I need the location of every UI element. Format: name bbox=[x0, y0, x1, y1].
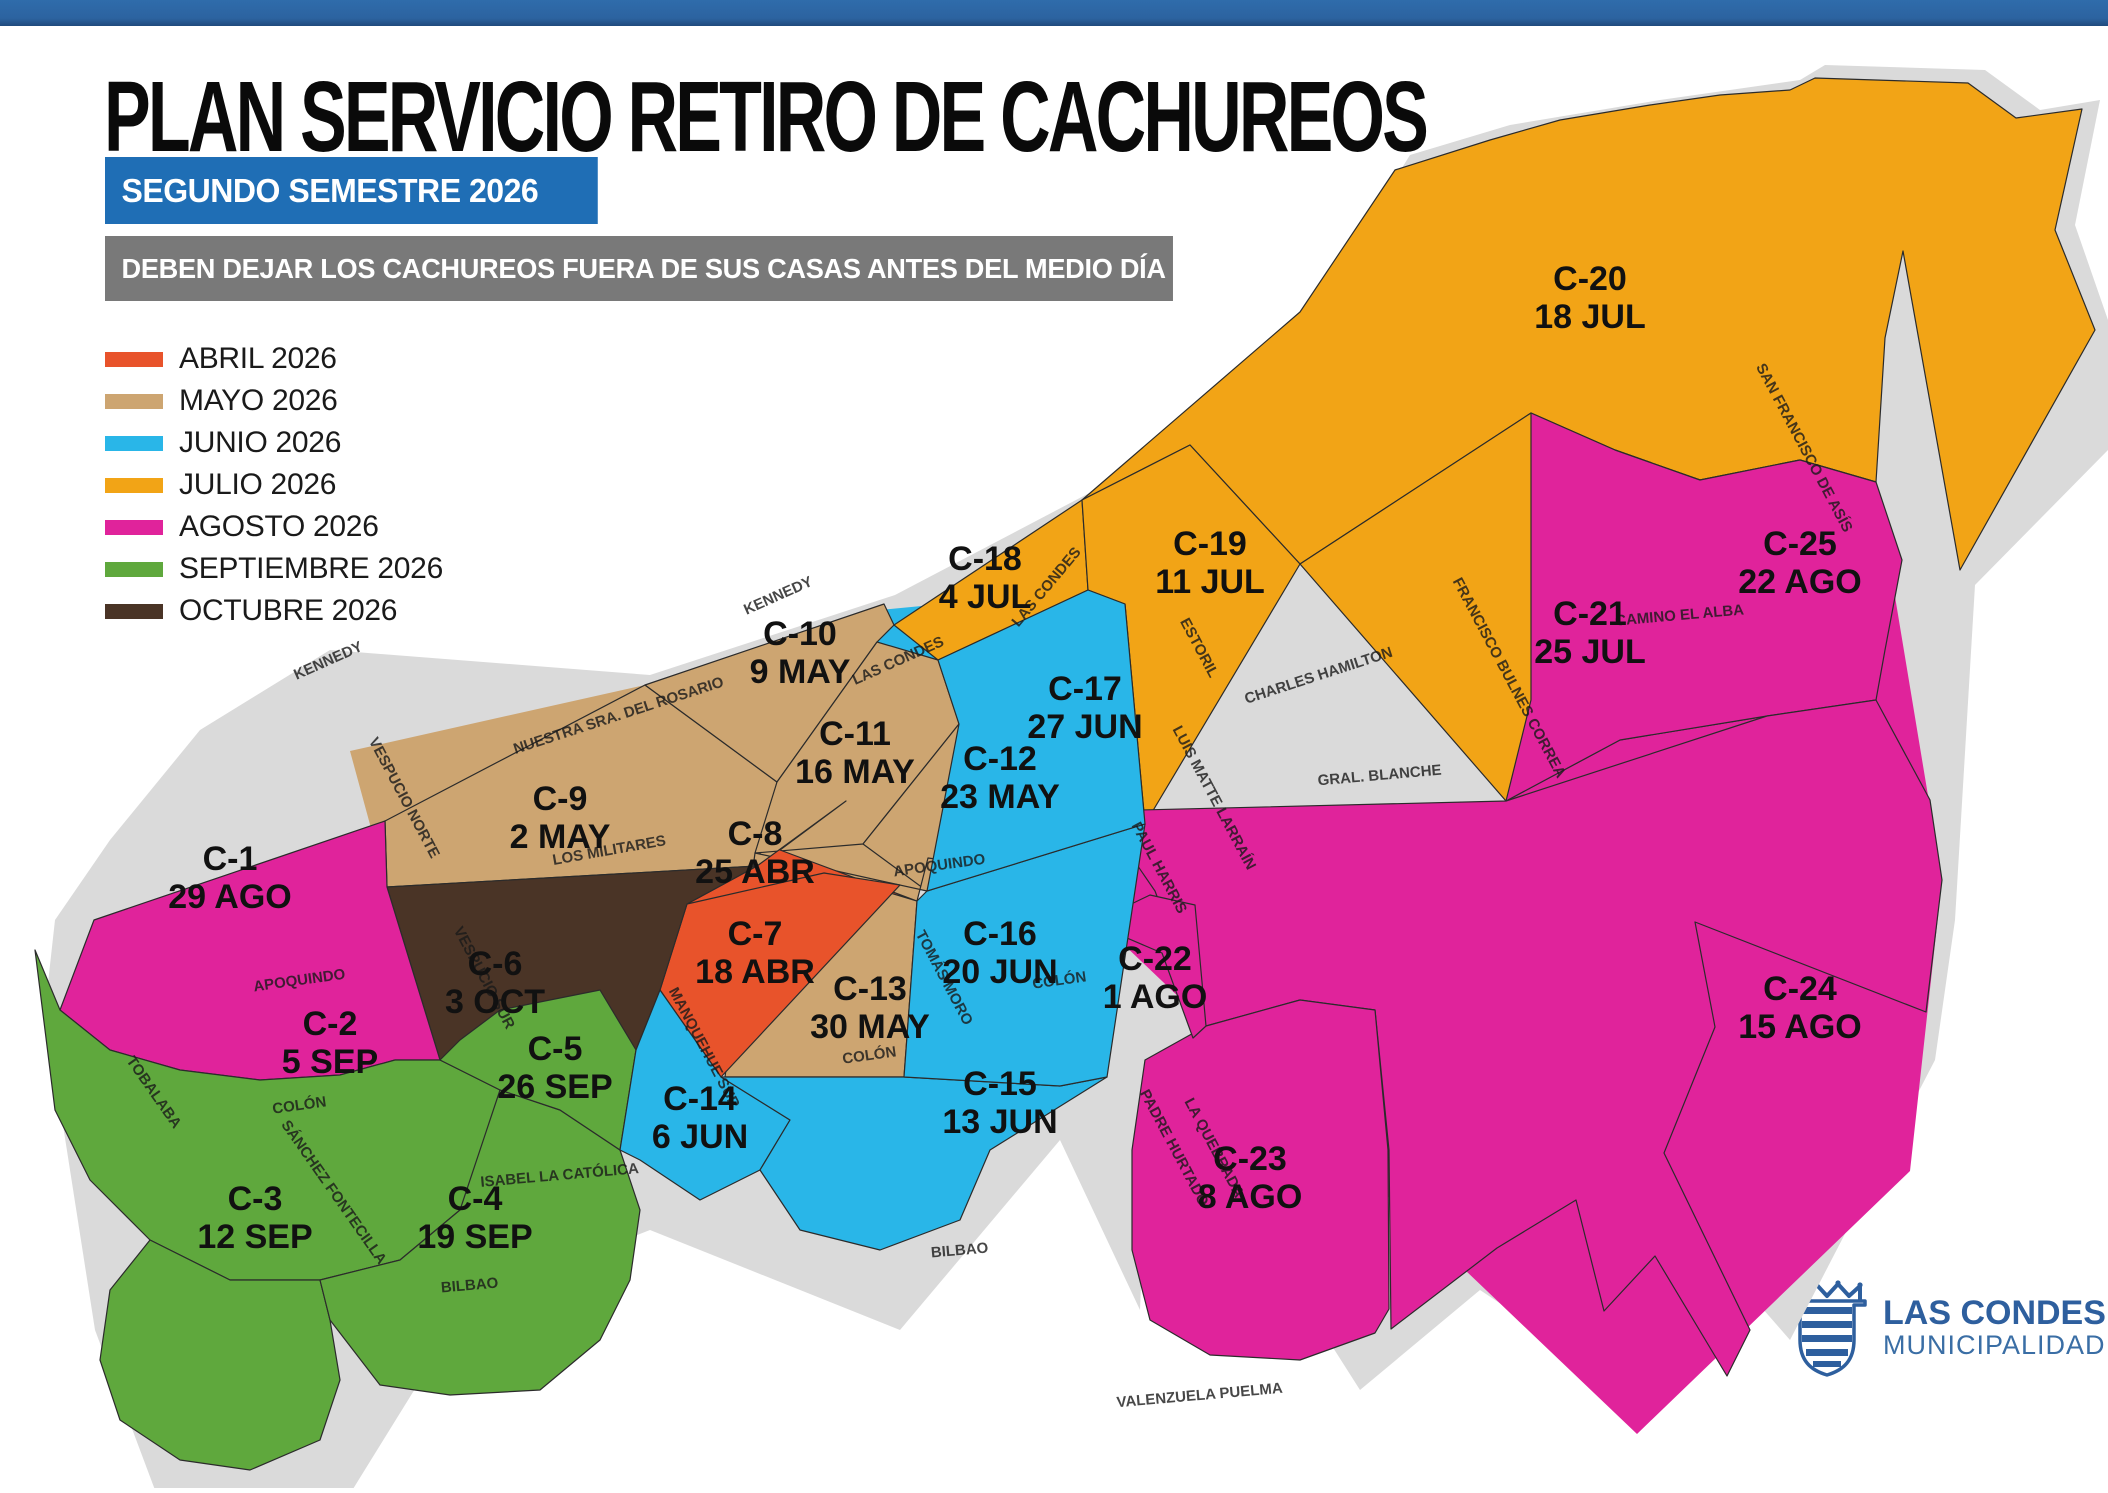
svg-text:6 JUN: 6 JUN bbox=[652, 1118, 748, 1156]
svg-text:C-16: C-16 bbox=[963, 915, 1037, 953]
svg-text:C-19: C-19 bbox=[1173, 525, 1247, 563]
svg-text:1 AGO: 1 AGO bbox=[1103, 978, 1208, 1016]
svg-text:25 ABR: 25 ABR bbox=[695, 853, 815, 891]
svg-text:C-22: C-22 bbox=[1118, 940, 1192, 978]
svg-text:15 AGO: 15 AGO bbox=[1738, 1008, 1861, 1046]
svg-text:3 OCT: 3 OCT bbox=[445, 983, 545, 1021]
svg-text:C-6: C-6 bbox=[468, 945, 523, 983]
svg-text:C-20: C-20 bbox=[1553, 260, 1627, 298]
svg-text:27 JUN: 27 JUN bbox=[1027, 708, 1142, 746]
svg-text:29 AGO: 29 AGO bbox=[168, 878, 291, 916]
svg-text:C-4: C-4 bbox=[448, 1180, 503, 1218]
svg-text:30 MAY: 30 MAY bbox=[810, 1008, 930, 1046]
svg-text:13 JUN: 13 JUN bbox=[942, 1103, 1057, 1141]
svg-text:12 SEP: 12 SEP bbox=[197, 1218, 312, 1256]
svg-text:18 JUL: 18 JUL bbox=[1534, 298, 1646, 336]
svg-text:18 ABR: 18 ABR bbox=[695, 953, 815, 991]
svg-text:C-15: C-15 bbox=[963, 1065, 1037, 1103]
svg-text:22 AGO: 22 AGO bbox=[1738, 563, 1861, 601]
svg-text:BILBAO: BILBAO bbox=[930, 1240, 989, 1262]
svg-text:C-12: C-12 bbox=[963, 740, 1037, 778]
svg-text:C-5: C-5 bbox=[528, 1030, 583, 1068]
svg-text:C-25: C-25 bbox=[1763, 525, 1837, 563]
svg-text:25 JUL: 25 JUL bbox=[1534, 633, 1646, 671]
svg-text:C-2: C-2 bbox=[303, 1005, 358, 1043]
svg-text:C-13: C-13 bbox=[833, 970, 907, 1008]
svg-text:23 MAY: 23 MAY bbox=[940, 778, 1060, 816]
svg-text:C-9: C-9 bbox=[533, 780, 588, 818]
svg-text:5 SEP: 5 SEP bbox=[282, 1043, 378, 1081]
svg-text:C-23: C-23 bbox=[1213, 1140, 1287, 1178]
svg-text:VALENZUELA PUELMA: VALENZUELA PUELMA bbox=[1116, 1380, 1284, 1411]
svg-text:C-18: C-18 bbox=[948, 540, 1022, 578]
svg-text:26 SEP: 26 SEP bbox=[497, 1068, 612, 1106]
svg-text:16 MAY: 16 MAY bbox=[795, 753, 915, 791]
svg-text:8 AGO: 8 AGO bbox=[1198, 1178, 1303, 1216]
svg-text:C-24: C-24 bbox=[1763, 970, 1837, 1008]
svg-text:11 JUL: 11 JUL bbox=[1155, 563, 1265, 601]
svg-text:KENNEDY: KENNEDY bbox=[741, 573, 815, 618]
svg-text:C-10: C-10 bbox=[763, 615, 837, 653]
svg-text:C-7: C-7 bbox=[728, 915, 783, 953]
svg-text:C-3: C-3 bbox=[228, 1180, 283, 1218]
svg-text:C-17: C-17 bbox=[1048, 670, 1122, 708]
svg-text:4 JUL: 4 JUL bbox=[939, 578, 1032, 616]
svg-text:C-21: C-21 bbox=[1553, 595, 1627, 633]
svg-text:C-11: C-11 bbox=[819, 715, 891, 753]
svg-text:C-8: C-8 bbox=[728, 815, 783, 853]
svg-text:9 MAY: 9 MAY bbox=[750, 653, 851, 691]
svg-text:C-14: C-14 bbox=[663, 1080, 737, 1118]
svg-text:2 MAY: 2 MAY bbox=[510, 818, 611, 856]
svg-text:19 SEP: 19 SEP bbox=[417, 1218, 532, 1256]
svg-text:20 JUN: 20 JUN bbox=[942, 953, 1057, 991]
svg-text:C-1: C-1 bbox=[203, 840, 258, 878]
